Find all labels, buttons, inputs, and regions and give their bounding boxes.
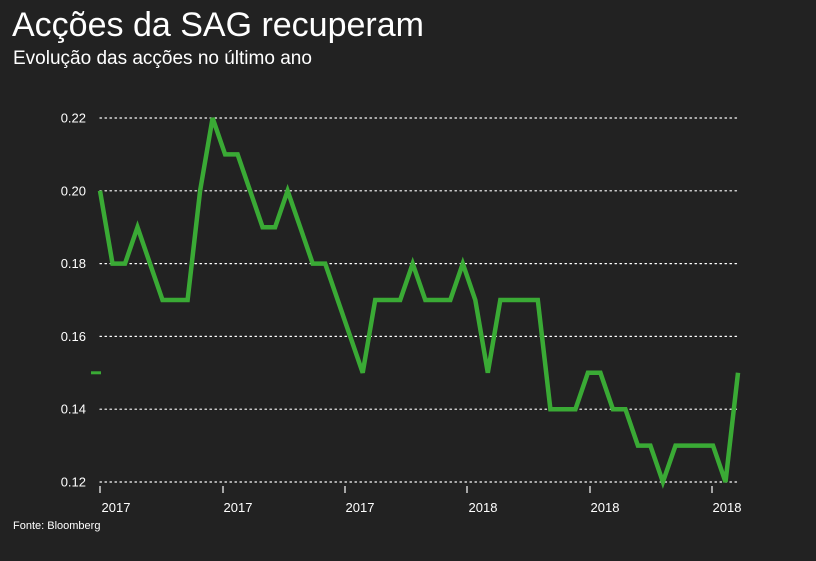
x-tick-label: 2018 <box>469 500 498 515</box>
series-line <box>100 118 738 482</box>
grid-lines <box>100 118 738 482</box>
x-tick-label: 2018 <box>591 500 620 515</box>
y-tick-label: 0.16 <box>61 329 86 344</box>
series-layer <box>91 118 738 482</box>
source-note: Fonte: Bloomberg <box>13 520 100 532</box>
x-axis-ticks: 2017 2017 2017 2018 2018 2018 <box>100 486 741 515</box>
x-tick-label: 2017 <box>102 500 131 515</box>
x-tick-label: 2017 <box>224 500 253 515</box>
x-tick-label: 2017 <box>346 500 375 515</box>
y-tick-label: 0.14 <box>61 402 86 417</box>
y-axis-ticks: 0.22 0.20 0.18 0.16 0.14 0.12 <box>61 111 86 490</box>
y-tick-label: 0.20 <box>61 183 86 198</box>
y-tick-label: 0.12 <box>61 475 86 490</box>
x-tick-label: 2018 <box>713 500 742 515</box>
y-tick-label: 0.18 <box>61 256 86 271</box>
y-tick-label: 0.22 <box>61 111 86 126</box>
